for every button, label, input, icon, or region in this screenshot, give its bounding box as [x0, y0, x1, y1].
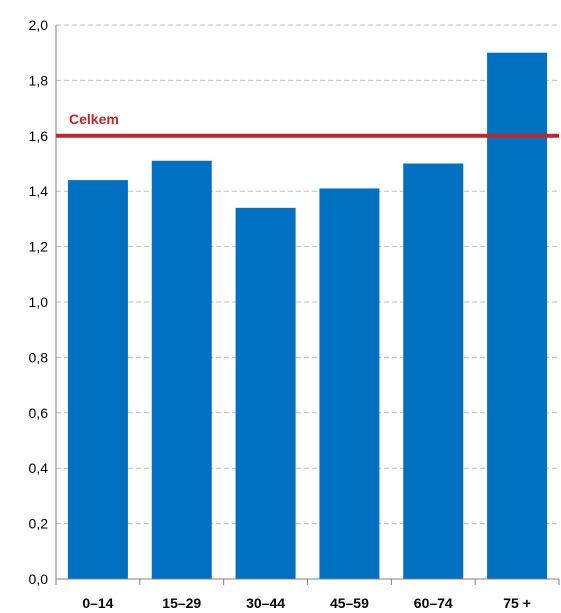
x-tick-label: 45–59 [330, 595, 369, 611]
reference-line-label: Celkem [69, 111, 119, 127]
bar [403, 163, 464, 579]
y-tick-label: 0,8 [29, 349, 49, 365]
x-tick-label: 60–74 [414, 595, 453, 611]
bar [319, 188, 380, 579]
y-tick-label: 1,0 [29, 294, 49, 310]
x-axis-tick-labels: 0–14 15–29 30–44 45–59 60–74 75 + [82, 595, 531, 611]
y-tick-label: 1,6 [29, 128, 49, 144]
x-tick-label: 30–44 [246, 595, 285, 611]
y-axis-tick-labels: 0,0 0,2 0,4 0,6 0,8 1,0 1,2 1,4 1,6 1,8 2,0 [29, 17, 49, 587]
y-tick-label: 0,4 [29, 460, 49, 476]
y-tick-label: 0,6 [29, 405, 49, 421]
bar [67, 180, 128, 579]
y-tick-label: 1,4 [29, 183, 49, 199]
y-tick-label: 0,2 [29, 516, 49, 532]
x-axis-ticks [55, 579, 560, 585]
bar [151, 160, 212, 580]
gridlines [56, 24, 559, 525]
x-tick-label: 75 + [503, 595, 531, 611]
x-tick-label: 15–29 [162, 595, 201, 611]
x-tick-label: 0–14 [82, 595, 113, 611]
bar [487, 52, 548, 579]
bar [235, 207, 296, 579]
y-tick-label: 1,2 [29, 239, 49, 255]
bars [67, 52, 548, 580]
y-tick-label: 0,0 [29, 571, 49, 587]
y-tick-label: 2,0 [29, 17, 49, 33]
y-tick-label: 1,8 [29, 72, 49, 88]
